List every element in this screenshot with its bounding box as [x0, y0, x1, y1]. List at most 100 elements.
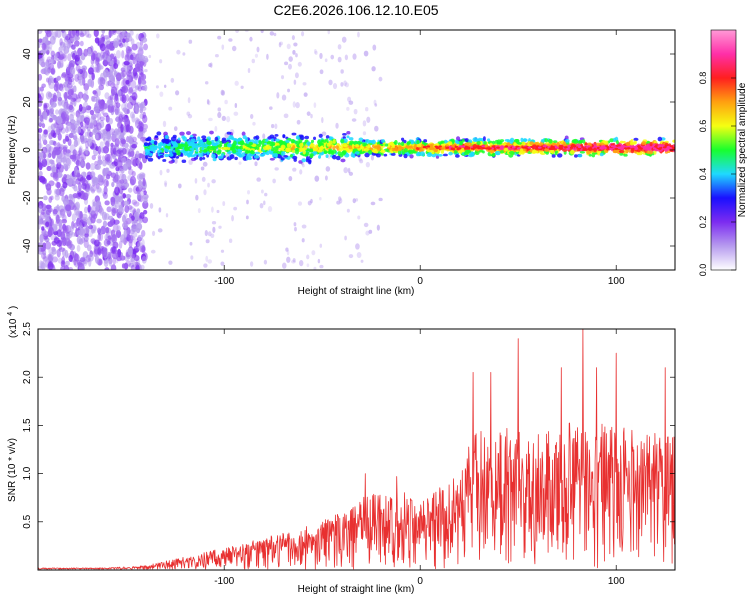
spectrogram-cell — [38, 30, 43, 35]
spectrogram-cell — [318, 133, 323, 138]
spectrogram-cell — [176, 49, 181, 55]
spectrogram-cell — [282, 134, 286, 139]
spectrogram-cell — [86, 244, 92, 252]
spectrogram-cell — [64, 260, 70, 267]
spectrogram-cell — [48, 81, 55, 90]
spectrogram-cell — [99, 77, 106, 87]
spectrogram-cell — [106, 251, 112, 260]
spectrogram-cell — [42, 139, 48, 146]
spectrogram-cell — [87, 171, 92, 177]
spectrogram-cell — [352, 154, 356, 158]
spectrogram-cell — [188, 150, 194, 154]
spectrogram-cell — [321, 139, 327, 143]
spectrogram-cell — [351, 118, 357, 122]
spectrogram-cell — [301, 31, 305, 37]
spectrogram-cell — [116, 148, 123, 155]
spectrogram-cell — [139, 136, 146, 142]
spectrogram-cell — [375, 153, 381, 158]
spectrogram-cell — [346, 130, 351, 135]
spectrogram-cell — [476, 141, 481, 145]
spectrogram-cell — [94, 160, 99, 166]
spectrogram-cell — [247, 190, 251, 195]
spectrogram-cell — [278, 42, 282, 48]
spectrogram-cell — [147, 157, 154, 162]
spectrogram-cell — [220, 261, 225, 266]
spectrogram-cell — [471, 141, 476, 145]
spectrogram-cell — [85, 162, 91, 170]
spectrogram-cell — [310, 139, 315, 144]
spectrogram-cell — [108, 117, 113, 125]
spectrogram-cell — [552, 140, 558, 143]
spectrogram-cell — [633, 140, 637, 145]
spectrogram-cell — [217, 155, 224, 159]
spectrogram-cell — [484, 147, 489, 150]
spectrogram-cell — [114, 137, 120, 147]
spectrogram-cell — [82, 219, 88, 225]
spectrogram-cell — [107, 221, 114, 227]
spectrogram-cell — [250, 149, 254, 153]
spectrogram-cell — [245, 215, 249, 220]
spectrogram-cell — [239, 145, 244, 150]
spectrogram-cell — [119, 42, 124, 48]
spectrogram-cell — [544, 138, 548, 143]
spectrogram-cell — [113, 63, 119, 70]
colorbar-tick-label: 0.0 — [698, 264, 708, 277]
spectrogram-cell — [47, 261, 54, 270]
spectrogram-cell — [221, 139, 227, 144]
spectrogram-cell — [179, 131, 185, 136]
spectrogram-cell — [93, 90, 99, 99]
spectrogram-cell — [372, 150, 378, 154]
spectrogram-cell — [85, 146, 89, 156]
spectrogram-cell — [57, 62, 64, 69]
snr-ticks: -100 0 100 0.5 1.0 1.5 2.0 2.5 — [22, 322, 675, 587]
spectrogram-cell — [564, 138, 570, 143]
spectrogram-cell — [541, 146, 546, 150]
spectrogram-cell — [85, 30, 90, 38]
spectrogram-cell — [337, 56, 342, 63]
spectrogram-cell — [275, 138, 280, 142]
snr-series-line — [38, 329, 675, 570]
spectrogram-cell — [335, 155, 341, 161]
spectrogram-cell — [38, 162, 43, 171]
spectrogram-cell — [206, 140, 212, 146]
spectrogram-cell — [558, 144, 564, 149]
spectrogram-cell — [131, 143, 138, 149]
spectrogram-cell — [473, 146, 477, 149]
spectrogram-cell — [220, 249, 225, 253]
spectrogram-cell — [65, 204, 72, 212]
spectrogram-cell — [325, 166, 331, 172]
spectrogram-cell — [78, 182, 82, 192]
spectrogram-cell — [48, 226, 54, 236]
spectrogram-cell — [338, 196, 342, 202]
spectrogram-cell — [397, 150, 402, 155]
spectrogram-cell — [214, 136, 219, 142]
spectrogram-cell — [319, 142, 324, 146]
spectrogram-cell — [102, 103, 108, 110]
spectrogram-cell — [87, 33, 92, 39]
spectrogram-cell — [649, 141, 653, 147]
spectrogram-cell — [121, 238, 127, 245]
spectrogram-cell — [239, 140, 245, 145]
spectrogram-cell — [226, 115, 231, 123]
spectrogram-cell — [609, 138, 615, 143]
spectrogram-cell — [113, 40, 119, 49]
spectrogram-cell — [672, 139, 675, 143]
spectrogram-cell — [288, 175, 293, 182]
spectrogram-cell — [280, 157, 285, 161]
spectrogram-cell — [116, 106, 120, 113]
spectrogram-cell — [267, 205, 273, 212]
spectrogram-cell — [203, 263, 208, 268]
spectrogram-cell — [167, 146, 171, 150]
spectrogram-cell — [329, 136, 334, 140]
spectrogram-cell — [630, 139, 634, 144]
spectrogram-cell — [42, 195, 48, 201]
spectrogram-cell — [149, 147, 155, 152]
spectrogram-cell — [217, 149, 222, 153]
spectrogram-cell — [297, 201, 303, 206]
spectrogram-cell — [264, 192, 268, 197]
spectrogram-cell — [467, 142, 472, 147]
spectrogram-cell — [74, 123, 79, 129]
spectrogram-cell — [126, 101, 134, 110]
spectrogram-cell — [588, 147, 592, 150]
spectrogram-cell — [551, 154, 556, 158]
